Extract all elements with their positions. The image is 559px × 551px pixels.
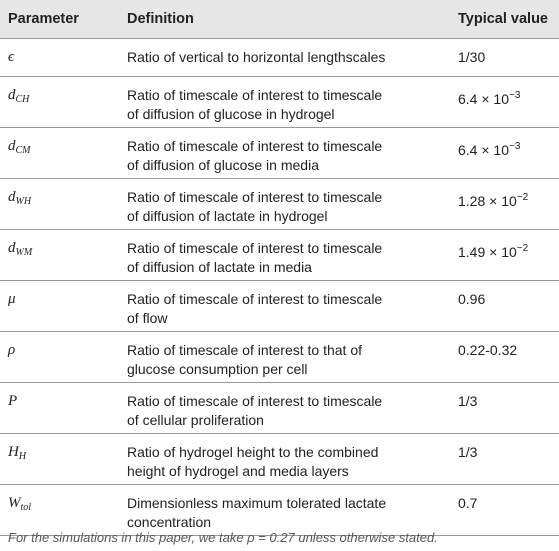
parameter-symbol: W bbox=[8, 495, 21, 511]
definition-cell: Ratio of timescale of interest to timesc… bbox=[119, 76, 450, 128]
parameter-cell: dWM bbox=[0, 229, 119, 281]
definition-line: Dimensionless maximum tolerated lactate bbox=[127, 495, 387, 511]
table-row: HH Ratio of hydrogel height to the combin… bbox=[0, 433, 559, 485]
parameter-cell: dCH bbox=[0, 76, 119, 128]
definition-line: of cellular proliferation bbox=[127, 412, 264, 428]
definition-line: Ratio of timescale of interest to timesc… bbox=[127, 393, 383, 409]
header-cell: Definition bbox=[119, 0, 450, 39]
table-row: Wtol Dimensionless maximum tolerated lact… bbox=[0, 484, 559, 536]
value-text: 1/3 bbox=[458, 393, 478, 409]
table-row: dCM Ratio of timescale of interest to tim… bbox=[0, 127, 559, 179]
definition-line: Ratio of timescale of interest to timesc… bbox=[127, 240, 383, 256]
value-cell: 0.7 bbox=[450, 484, 559, 536]
parameter-cell: P bbox=[0, 382, 119, 434]
parameter-subscript: WH bbox=[15, 196, 32, 207]
value-text: 0.22-0.32 bbox=[458, 342, 518, 358]
parameter-cell: HH bbox=[0, 433, 119, 485]
table-row: ρ Ratio of timescale of interest to that … bbox=[0, 331, 559, 383]
parameter-symbol: ρ bbox=[8, 342, 16, 358]
value-cell: 1/3 bbox=[450, 433, 559, 485]
definition-line: height of hydrogel and media layers bbox=[127, 463, 349, 479]
definition-line: Ratio of hydrogel height to the combined bbox=[127, 444, 379, 460]
value-exponent: −2 bbox=[516, 192, 529, 203]
value-text: 0.96 bbox=[458, 291, 486, 307]
value-exponent: −3 bbox=[509, 90, 521, 101]
parameter-cell: Wtol bbox=[0, 484, 119, 536]
parameter-subscript: WM bbox=[15, 247, 33, 258]
parameter-subscript: H bbox=[18, 451, 27, 462]
value-text: 6.4 × 10 bbox=[458, 142, 509, 158]
value-cell: 6.4 × 10−3 bbox=[450, 76, 559, 128]
table-row: dCH Ratio of timescale of interest to tim… bbox=[0, 76, 559, 128]
value-cell: 1.49 × 10−2 bbox=[450, 229, 559, 281]
definition-line: Ratio of timescale of interest to timesc… bbox=[127, 87, 383, 103]
definition-line: of diffusion of lactate in media bbox=[127, 259, 312, 275]
value-exponent: −3 bbox=[509, 141, 521, 152]
value-text: 1/3 bbox=[458, 444, 478, 460]
definition-cell: Ratio of vertical to horizontal lengthsc… bbox=[119, 38, 450, 77]
definition-line: of diffusion of glucose in hydrogel bbox=[127, 106, 335, 122]
definition-line: of diffusion of lactate in hydrogel bbox=[127, 208, 328, 224]
header-row: Parameter Definition Typical value bbox=[0, 0, 559, 39]
parameter-cell: μ bbox=[0, 280, 119, 332]
parameter-symbol: d bbox=[8, 138, 16, 154]
parameter-cell: ϵ bbox=[0, 38, 119, 77]
table-body: ϵ Ratio of vertical to horizontal lengths… bbox=[0, 38, 559, 536]
definition-cell: Ratio of timescale of interest to timesc… bbox=[119, 127, 450, 179]
parameter-table: Parameter Definition Typical value ϵ Rati… bbox=[0, 0, 559, 536]
footnote: For the simulations in this paper, we ta… bbox=[8, 530, 438, 545]
parameter-subscript: CH bbox=[15, 94, 30, 105]
table-row: dWM Ratio of timescale of interest to tim… bbox=[0, 229, 559, 281]
value-text: 0.7 bbox=[458, 495, 478, 511]
definition-line: concentration bbox=[127, 514, 212, 530]
definition-line: Ratio of timescale of interest to timesc… bbox=[127, 291, 383, 307]
parameter-symbol: H bbox=[8, 444, 19, 460]
definition-line: Ratio of timescale of interest to timesc… bbox=[127, 189, 383, 205]
value-text: 1.49 × 10 bbox=[458, 244, 517, 260]
definition-line: Ratio of timescale of interest to that o… bbox=[127, 342, 363, 358]
definition-cell: Dimensionless maximum tolerated lactate c… bbox=[119, 484, 450, 536]
table-head: Parameter Definition Typical value bbox=[0, 0, 559, 39]
value-cell: 1.28 × 10−2 bbox=[450, 178, 559, 230]
value-text: 1.28 × 10 bbox=[458, 193, 517, 209]
table-row: μ Ratio of timescale of interest to times… bbox=[0, 280, 559, 332]
value-cell: 1/30 bbox=[450, 38, 559, 77]
parameter-cell: dCM bbox=[0, 127, 119, 179]
value-cell: 0.96 bbox=[450, 280, 559, 332]
definition-cell: Ratio of timescale of interest to that o… bbox=[119, 331, 450, 383]
definition-line: Ratio of timescale of interest to timesc… bbox=[127, 138, 383, 154]
parameter-subscript: CM bbox=[15, 145, 31, 156]
value-cell: 6.4 × 10−3 bbox=[450, 127, 559, 179]
header-cell: Typical value bbox=[450, 0, 559, 39]
parameter-symbol: P bbox=[8, 393, 18, 409]
definition-cell: Ratio of timescale of interest to timesc… bbox=[119, 382, 450, 434]
definition-line: Ratio of vertical to horizontal lengthsc… bbox=[127, 49, 386, 65]
parameter-cell: dWH bbox=[0, 178, 119, 230]
table-row: dWH Ratio of timescale of interest to tim… bbox=[0, 178, 559, 230]
parameter-cell: ρ bbox=[0, 331, 119, 383]
definition-cell: Ratio of timescale of interest to timesc… bbox=[119, 280, 450, 332]
table-row: P Ratio of timescale of interest to times… bbox=[0, 382, 559, 434]
value-cell: 0.22-0.32 bbox=[450, 331, 559, 383]
value-text: 1/30 bbox=[458, 49, 486, 65]
parameter-symbol: d bbox=[8, 87, 16, 103]
definition-cell: Ratio of timescale of interest to timesc… bbox=[119, 229, 450, 281]
parameter-symbol: ϵ bbox=[8, 49, 15, 65]
table-row: ϵ Ratio of vertical to horizontal lengths… bbox=[0, 38, 559, 77]
parameter-subscript: tol bbox=[20, 502, 32, 513]
definition-cell: Ratio of hydrogel height to the combined… bbox=[119, 433, 450, 485]
value-cell: 1/3 bbox=[450, 382, 559, 434]
value-text: 6.4 × 10 bbox=[458, 91, 509, 107]
header-cell: Parameter bbox=[0, 0, 119, 39]
parameter-symbol: d bbox=[8, 240, 16, 256]
definition-line: of diffusion of glucose in media bbox=[127, 157, 319, 173]
parameter-symbol: d bbox=[8, 189, 16, 205]
definition-line: of flow bbox=[127, 310, 168, 326]
definition-line: glucose consumption per cell bbox=[127, 361, 308, 377]
value-exponent: −2 bbox=[516, 243, 529, 254]
definition-cell: Ratio of timescale of interest to timesc… bbox=[119, 178, 450, 230]
parameter-symbol: μ bbox=[8, 291, 16, 307]
